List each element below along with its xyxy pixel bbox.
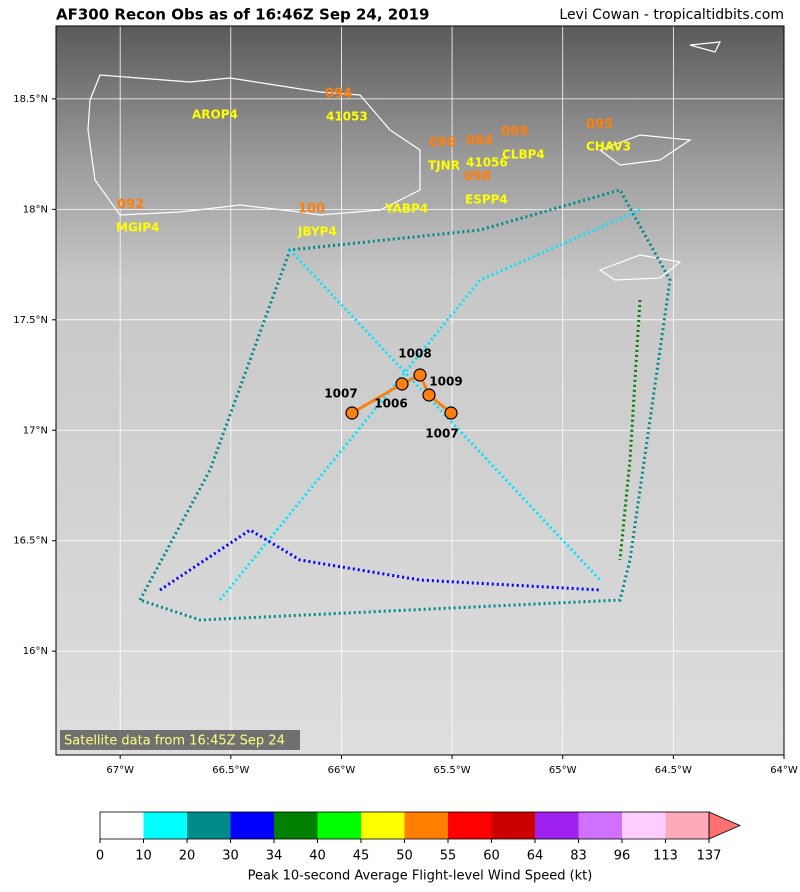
- colorbar-tick-label: 40: [309, 849, 326, 864]
- station-label: MGIP4: [116, 221, 159, 235]
- pressure-label: 1006: [374, 397, 407, 411]
- y-tick-label: 17°N: [23, 425, 48, 436]
- station-obs: 094: [325, 87, 352, 102]
- x-tick-label: 64°W: [770, 765, 798, 776]
- colorbar-extension: [708, 811, 742, 840]
- colorbar-segment: [187, 812, 231, 839]
- pressure-label: 1007: [324, 387, 357, 401]
- x-tick-label: 64.5°W: [655, 765, 692, 776]
- station-obs: 099: [501, 125, 528, 140]
- colorbar-tick-label: 64: [527, 849, 544, 864]
- colorbar-tick-label: 113: [653, 849, 678, 864]
- x-tick-label: 67°W: [106, 765, 134, 776]
- station-label: 41056: [466, 156, 508, 170]
- y-tick-label: 17.5°N: [13, 315, 48, 326]
- station-obs: 098: [429, 136, 456, 151]
- station-obs: 095: [586, 118, 613, 133]
- pressure-marker: [345, 406, 359, 420]
- colorbar-tick-label: 30: [222, 849, 239, 864]
- colorbar-tick-label: 34: [266, 849, 283, 864]
- pressure-marker: [413, 368, 427, 382]
- colorbar-segment: [404, 812, 448, 839]
- y-tick-label: 18.5°N: [13, 94, 48, 105]
- pressure-marker: [395, 377, 409, 391]
- x-tick-label: 66.5°W: [212, 765, 249, 776]
- grid: [56, 26, 784, 755]
- colorbar-segment: [665, 812, 709, 839]
- station-label: TJNR: [428, 159, 460, 173]
- station-label: JBYP4: [297, 225, 337, 239]
- y-tick-label: 16°N: [23, 646, 48, 657]
- colorbar-tick-label: 83: [570, 849, 587, 864]
- colorbar-label: Peak 10-second Average Flight-level Wind…: [248, 869, 593, 884]
- station-label: CLBP4: [502, 148, 545, 162]
- station-obs: 098: [464, 170, 491, 185]
- pressure-label: 1007: [425, 427, 458, 441]
- colorbar-segment: [361, 812, 405, 839]
- title: AF300 Recon Obs as of 16:46Z Sep 24, 201…: [56, 6, 430, 24]
- pressure-marker: [422, 388, 436, 402]
- colorbar: 0 10 20 30 34 40 45 50 55 60 64 83 96 113 137: [96, 811, 742, 864]
- coastline: [87, 74, 421, 216]
- station-label: CHAV3: [586, 140, 631, 154]
- colorbar-segment: [317, 812, 361, 839]
- pressure-label: 1008: [398, 347, 431, 361]
- colorbar-segment: [274, 812, 318, 839]
- pressure-marker: [444, 406, 458, 420]
- colorbar-segment: [230, 812, 274, 839]
- pressure-label: 1009: [429, 375, 462, 389]
- station-label: ESPP4: [465, 193, 508, 207]
- y-tick-label: 18°N: [23, 204, 48, 215]
- axes-frame: [55, 25, 785, 756]
- colorbar-tick-label: 96: [614, 849, 631, 864]
- x-tick-label: 65.5°W: [434, 765, 471, 776]
- station-label: YABP4: [384, 202, 428, 216]
- colorbar-segment: [143, 812, 187, 839]
- colorbar-segment: [448, 812, 492, 839]
- axis-ticks: 67°W 66.5°W 66°W 65.5°W 65°W 64.5°W 64°W 16°N 16…: [13, 94, 798, 776]
- colorbar-tick-label: 45: [353, 849, 370, 864]
- colorbar-segment: [491, 812, 535, 839]
- colorbar-segment: [100, 812, 144, 839]
- colorbar-tick-label: 50: [396, 849, 413, 864]
- colorbar-tick-label: 10: [135, 849, 152, 864]
- satellite-label-box: [60, 730, 300, 750]
- station-obs: 092: [117, 198, 144, 213]
- colorbar-segment: [535, 812, 579, 839]
- station-obs: 084: [466, 134, 493, 149]
- satellite-label: Satellite data from 16:45Z Sep 24: [64, 734, 285, 749]
- station-obs: 100: [298, 202, 325, 217]
- x-tick-label: 65°W: [549, 765, 577, 776]
- colorbar-tick-label: 0: [96, 849, 104, 864]
- colorbar-tick-label: 60: [483, 849, 500, 864]
- station-label: 41053: [326, 110, 368, 124]
- credit: Levi Cowan - tropicaltidbits.com: [559, 7, 784, 23]
- colorbar-tick-label: 55: [440, 849, 457, 864]
- colorbar-segment: [622, 812, 666, 839]
- y-tick-label: 16.5°N: [13, 536, 48, 547]
- x-tick-label: 66°W: [328, 765, 356, 776]
- colorbar-tick-label: 20: [179, 849, 196, 864]
- colorbar-segment: [578, 812, 622, 839]
- station-label: AROP4: [192, 108, 238, 122]
- colorbar-tick-label: 137: [697, 849, 722, 864]
- coastline: [598, 41, 722, 281]
